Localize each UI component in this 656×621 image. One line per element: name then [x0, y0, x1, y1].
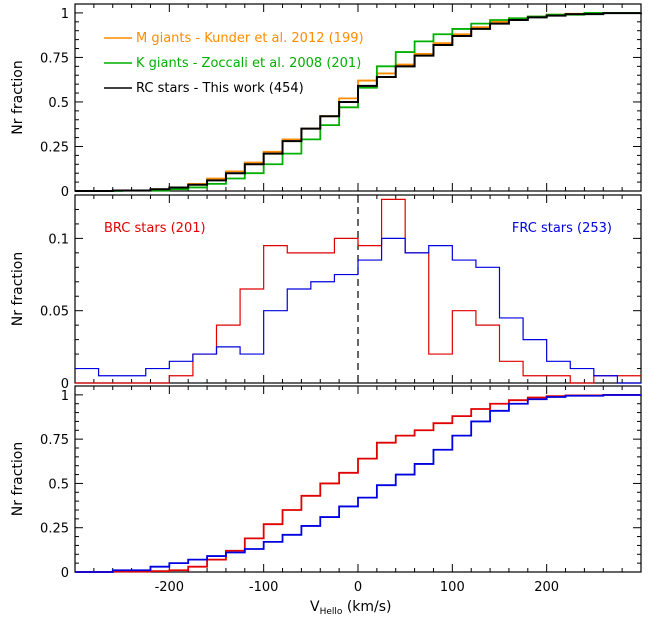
x-tick-label: 0	[354, 580, 362, 595]
y-tick-label: 1	[61, 7, 69, 22]
cumulative-series-line	[75, 12, 642, 192]
x-tick-label: -200	[155, 580, 185, 595]
legend-label: M giants - Kunder et al. 2012 (199)	[136, 31, 364, 46]
x-axis-title-unit: (km/s)	[342, 599, 391, 615]
panel-bottom-cumulative: 0 0.25 0.5 0.75 1 Nr fraction -200 -100 0 100 200	[10, 385, 642, 595]
y-tick-label: 1	[61, 389, 69, 404]
x-tick-label: 100	[440, 580, 465, 595]
cumulative-series-line	[75, 394, 642, 573]
y-tick-label: 0.5	[48, 477, 69, 492]
cumulative-series-line	[75, 393, 641, 573]
x-tick-label: -100	[249, 580, 279, 595]
annotation-label: FRC stars (253)	[512, 221, 612, 236]
y-tick-label: 0.75	[40, 433, 69, 448]
y-tick-label: 0.1	[48, 232, 69, 247]
y-axis-title: Nr fraction	[10, 252, 26, 326]
y-tick-label: 0.5	[48, 96, 69, 111]
x-tick-label: 200	[534, 580, 559, 595]
x-axis-title-sub: Hello	[320, 607, 343, 617]
y-axis-title: Nr fraction	[10, 60, 26, 134]
legend-label: RC stars - This work (454)	[136, 81, 304, 96]
y-tick-label: 0.25	[40, 522, 69, 537]
y-tick-label: 0.25	[40, 140, 69, 155]
annotation-label: BRC stars (201)	[104, 221, 206, 236]
plot-frame	[74, 385, 642, 573]
x-axis-title: VHello (km/s)	[310, 599, 392, 617]
y-tick-label: 0.05	[40, 305, 69, 320]
y-tick-label: 0	[61, 185, 69, 200]
y-axis-title: Nr fraction	[10, 442, 26, 516]
y-tick-label: 0	[61, 377, 69, 392]
panel-middle-histogram: 0 0.05 0.1 Nr fraction BRC stars (201) FRC st…	[10, 194, 642, 392]
y-tick-label: 0	[61, 566, 69, 581]
histogram-series-frc	[75, 237, 641, 384]
y-tick-label: 0.75	[40, 51, 69, 66]
x-axis-title-main: V	[310, 599, 320, 615]
legend-label: K giants - Zoccali et al. 2008 (201)	[136, 56, 361, 71]
panel-top-cumulative: 0 0.25 0.5 0.75 1 Nr fraction M giants - Kunde…	[10, 3, 642, 200]
